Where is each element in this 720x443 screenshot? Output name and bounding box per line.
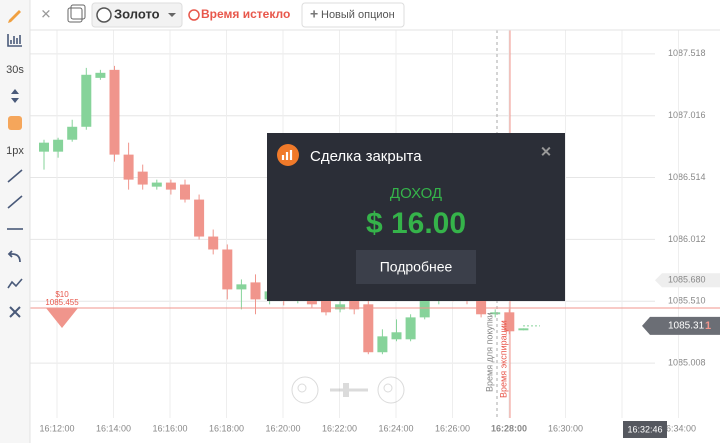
current-price-label: 1085.31 <box>668 321 705 332</box>
x-tick-label: 16:24:00 <box>378 423 413 433</box>
candle-body <box>504 312 515 332</box>
trade-closed-modal: Сделка закрыта ✕ ДОХОД $ 16.00 Подробнее <box>267 133 565 301</box>
x-tick-label: 16:34:00 <box>661 423 696 433</box>
new-option-button[interactable] <box>301 2 405 28</box>
x-tick-label: 16:12:00 <box>39 423 74 433</box>
candle-body <box>222 249 233 290</box>
candle-body <box>67 126 78 140</box>
scroll-tool[interactable] <box>11 89 19 103</box>
timeframe[interactable]: 30s <box>6 64 24 76</box>
current-price-tag <box>642 316 720 335</box>
modal-title: Сделка закрыта <box>310 148 422 165</box>
asset-name: Золото <box>114 6 160 21</box>
modal-icon-bars <box>281 150 293 160</box>
y-tick-label: 1087.518 <box>668 48 706 58</box>
trade-marker <box>46 308 78 329</box>
candle-body <box>518 328 529 331</box>
expiry-label: Время экспирации <box>498 320 508 398</box>
purchase-time-label: Время для покупки <box>484 312 494 392</box>
x-tick-label: 16:30:00 <box>548 423 583 433</box>
candle-body <box>165 182 176 190</box>
details-button[interactable] <box>356 250 476 284</box>
candle-body <box>405 317 416 340</box>
candle-body <box>391 332 402 340</box>
candle-body <box>81 74 92 127</box>
slider-knob[interactable] <box>343 383 349 397</box>
y-tick-label: 1086.012 <box>668 234 706 244</box>
icon <box>383 383 393 393</box>
trend-line-tool[interactable] <box>7 169 23 183</box>
candle-body <box>349 299 360 310</box>
candle-body <box>109 69 120 155</box>
clock: 16:32:46 <box>627 424 662 434</box>
status: Время истекло <box>201 7 290 21</box>
level-tag <box>655 273 720 288</box>
income-amount: $ 16.00 <box>366 207 466 240</box>
candle-body <box>250 282 261 300</box>
layout-button[interactable] <box>67 7 83 23</box>
candle-body <box>363 304 374 353</box>
candle-body <box>53 139 64 152</box>
candle-body <box>123 154 134 180</box>
zoom-in[interactable] <box>377 376 405 404</box>
y-tick-label: 1087.016 <box>668 110 706 120</box>
candle-body <box>476 299 487 315</box>
line-width[interactable]: 1px <box>6 145 24 157</box>
x-tick-label: 16:20:00 <box>265 423 300 433</box>
candle-body <box>95 72 106 78</box>
x-tick-label: 16:22:00 <box>322 423 357 433</box>
details-button-label: Подробнее <box>380 259 453 275</box>
chart-type-tool[interactable] <box>7 34 22 47</box>
pencil-tool[interactable] <box>8 10 21 23</box>
x-tick-label: 16:28:00 <box>491 423 527 433</box>
y-tick-label: 1086.514 <box>668 172 706 182</box>
layout-icon <box>70 4 86 20</box>
candle-body <box>321 299 331 313</box>
ray-tool[interactable] <box>7 195 23 209</box>
candle-body <box>194 199 205 237</box>
level-tag-label: 1085.680 <box>668 275 706 285</box>
dropdown-arrow <box>168 13 176 17</box>
undo-tool[interactable] <box>7 250 21 263</box>
close-button[interactable]: ✕ <box>41 6 52 21</box>
trade-amount: $10 <box>55 290 69 299</box>
modal-close[interactable]: ✕ <box>540 144 552 160</box>
x-tick-label: 16:18:00 <box>209 423 244 433</box>
zoom-controls[interactable] <box>291 376 405 404</box>
y-tick-label: 1085.008 <box>668 357 706 367</box>
indicator-tool[interactable] <box>7 278 23 289</box>
candle-body <box>490 312 501 315</box>
candle-body <box>335 304 346 310</box>
y-tick-label: 1085.510 <box>668 296 706 306</box>
candle-body <box>39 142 49 152</box>
zoom-out[interactable] <box>291 376 319 404</box>
candle-body <box>236 284 247 290</box>
candle-body <box>208 236 219 250</box>
candle-body <box>419 300 430 318</box>
color-tool[interactable] <box>8 116 22 130</box>
trade-price: 1085.455 <box>45 298 79 307</box>
timer-icon <box>188 9 200 21</box>
clear-tool[interactable] <box>9 306 21 318</box>
candle-body <box>151 182 162 187</box>
candle-body <box>377 336 388 353</box>
clock-tag <box>623 421 667 438</box>
x-tick-label: 16:16:00 <box>152 423 187 433</box>
x-tick-label: 16:14:00 <box>96 423 131 433</box>
candle-body <box>137 171 148 185</box>
asset-icon <box>96 7 112 23</box>
asset-dropdown[interactable] <box>91 2 183 28</box>
income-label: ДОХОД <box>390 185 442 202</box>
overlays: Время для покупки Время экспирации$101085… <box>30 0 720 438</box>
plus-icon: + <box>310 6 318 22</box>
new-option-label: Новый опцион <box>321 9 395 21</box>
current-price-suffix: 1 <box>705 320 711 332</box>
candle-body <box>180 184 190 200</box>
icon <box>297 383 307 393</box>
sidebar <box>0 0 30 443</box>
x-tick-label: 16:26:00 <box>435 423 470 433</box>
